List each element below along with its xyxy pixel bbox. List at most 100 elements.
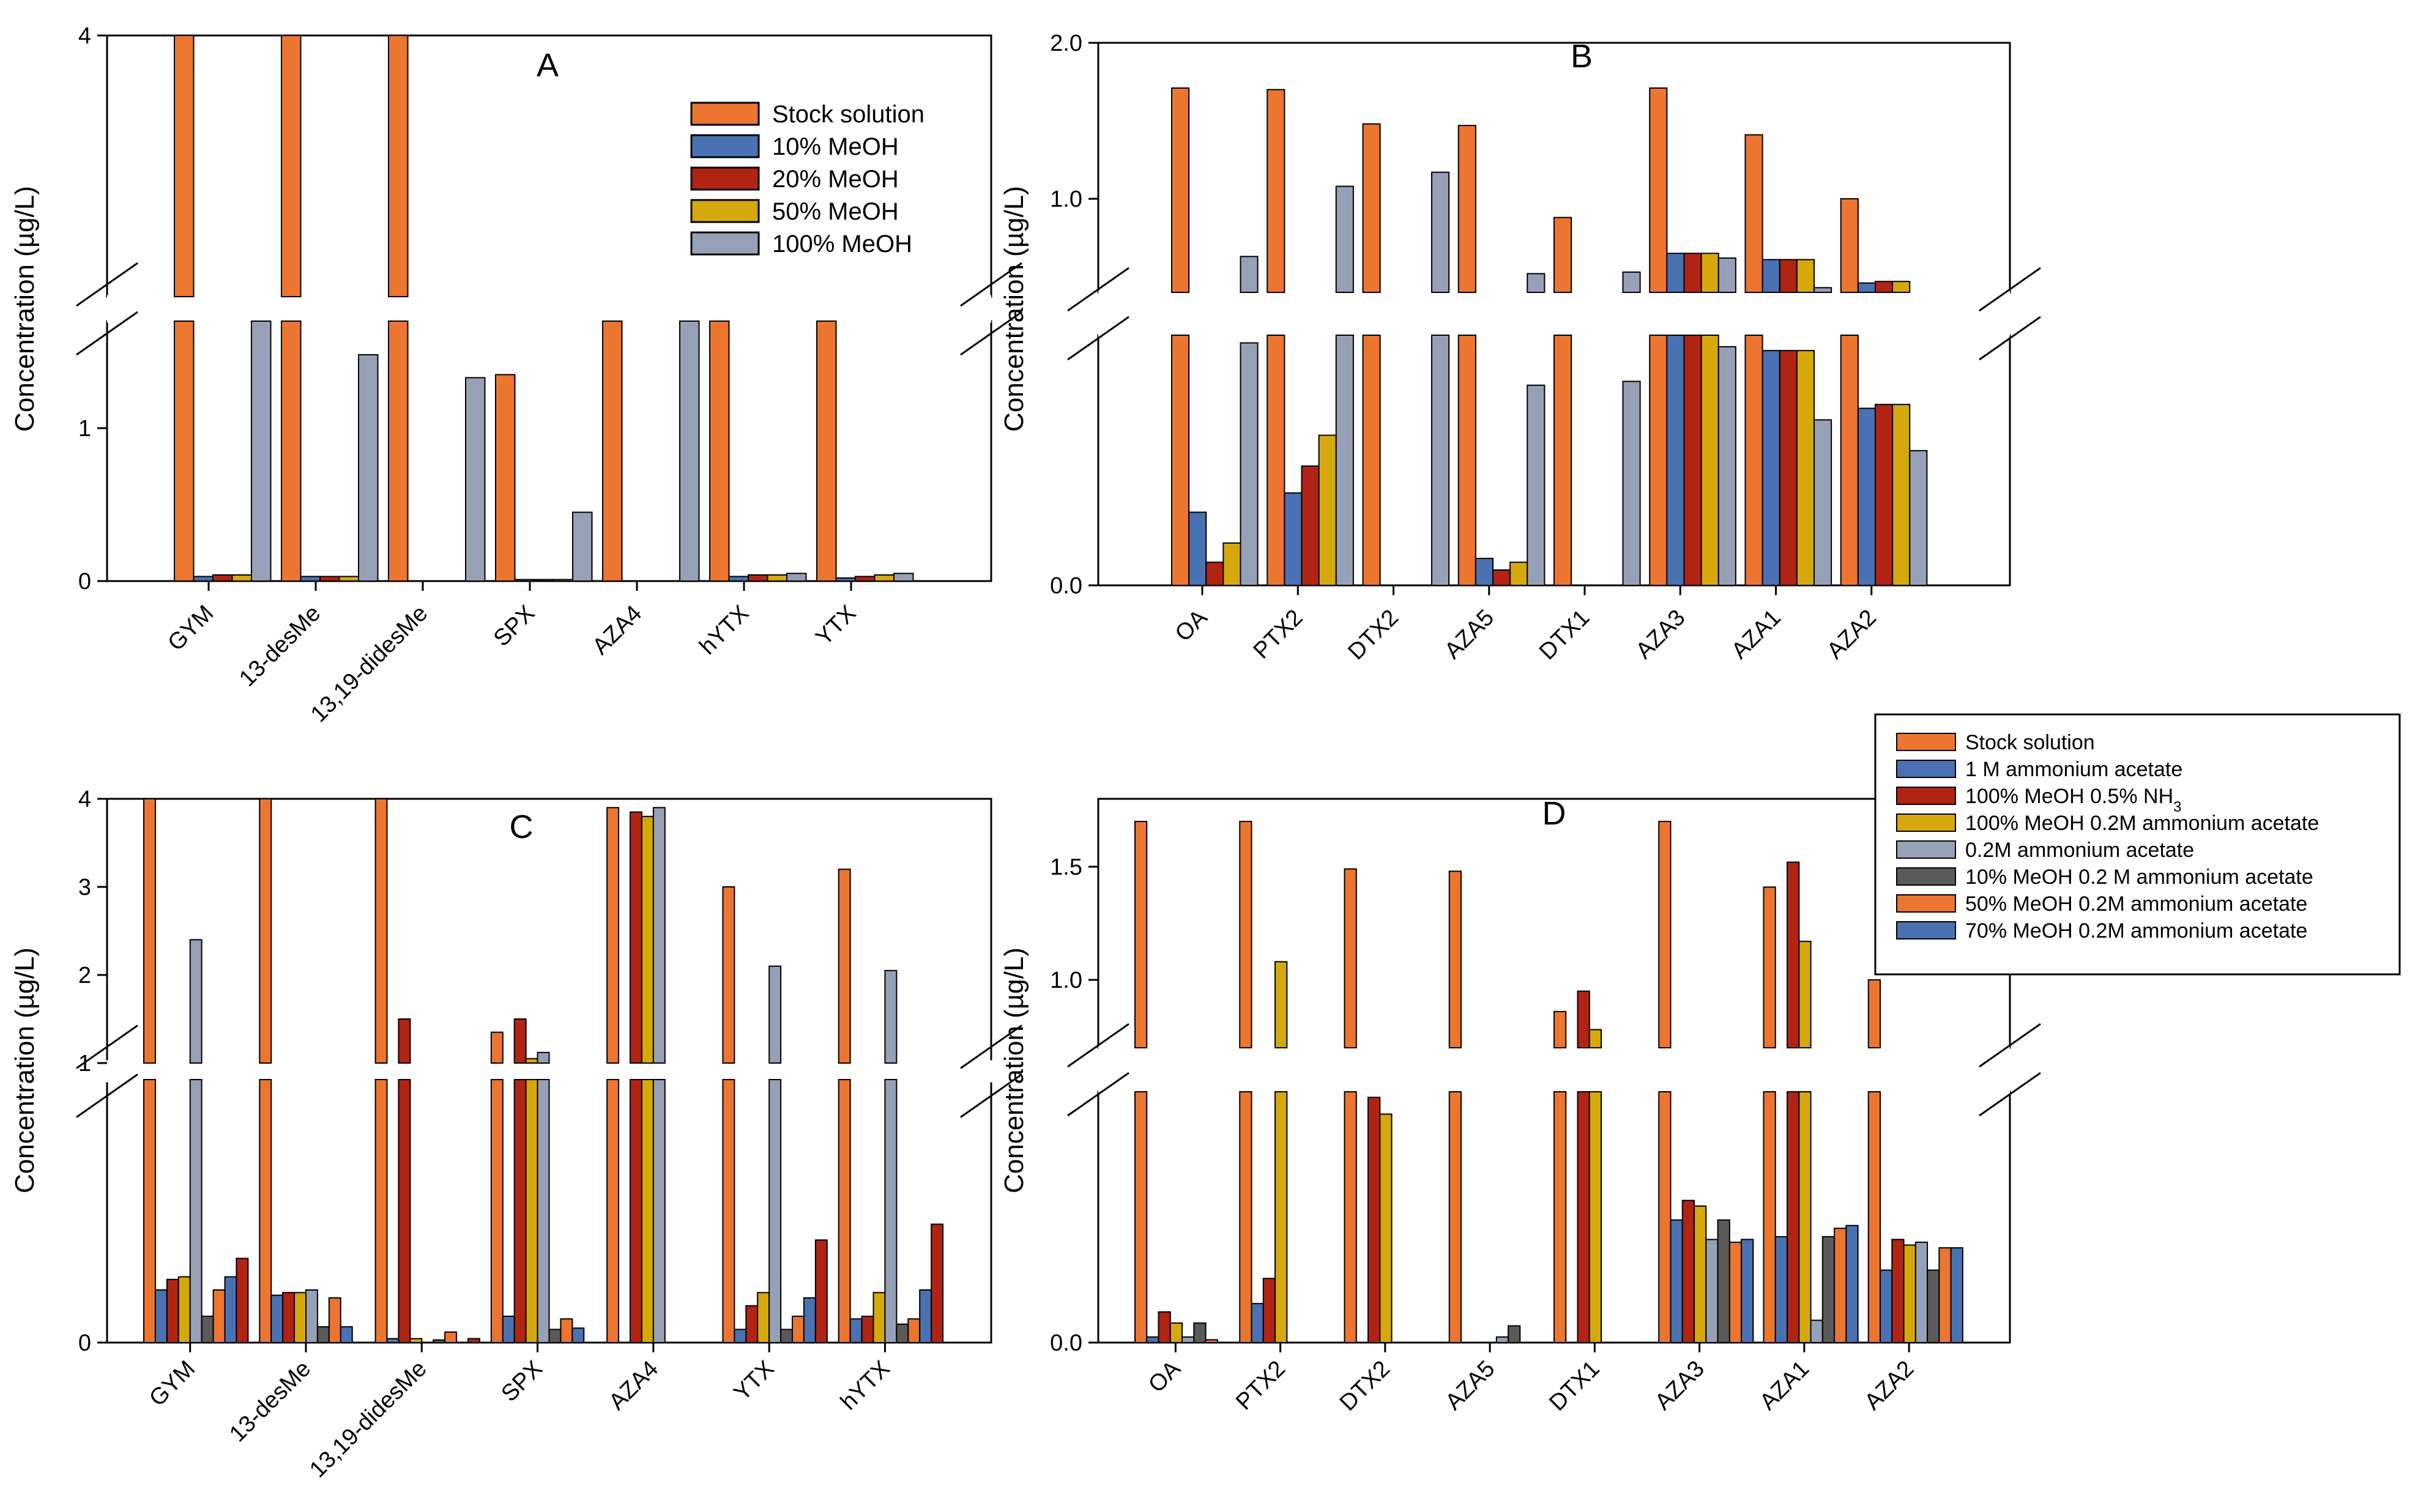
axis-break-mark (960, 1025, 1022, 1069)
panel-A (70, 34, 1028, 591)
bar-B-OA-0 (1171, 335, 1190, 586)
bar-upper-D-AZA1-3 (1798, 941, 1812, 1048)
panel-B (1062, 42, 2047, 595)
bar-upper-B-DTX2-4 (1431, 171, 1450, 293)
bar-D-AZA3-3 (1694, 1205, 1707, 1344)
legend-label: Stock solution (1965, 731, 2095, 754)
bar-D-AZA3-6 (1728, 1242, 1743, 1343)
bar-B-DTX1-4 (1622, 380, 1641, 586)
bar-upper-B-AZA3-2 (1683, 253, 1702, 293)
bar-B-DTX2-0 (1362, 335, 1381, 586)
bar-D-AZA1-2 (1787, 1091, 1800, 1343)
bar-A-YTX-3 (874, 574, 895, 582)
bar-D-AZA2-3 (1903, 1244, 1916, 1343)
x-tick-label: DTX2 (1335, 1356, 1395, 1416)
axis-break-gap (1062, 303, 1135, 325)
bar-upper-B-AZA1-2 (1779, 259, 1798, 294)
bar-D-OA-2 (1158, 1311, 1171, 1344)
axis-break-mark (960, 311, 1022, 356)
axis-break-mark (1067, 1023, 1129, 1068)
bar-C-YTX-7 (803, 1297, 816, 1343)
x-tick-label: 13,19-didesMe (306, 601, 433, 727)
bar-A-13-desMe-1 (300, 576, 321, 582)
bar-upper-B-AZA1-4 (1813, 287, 1832, 294)
panel-label: D (1542, 795, 1566, 832)
bar-upper-C-SPX-4 (537, 1051, 550, 1064)
y-tick-label: 0.0 (1050, 1330, 1082, 1356)
axis-break-mark (1979, 1072, 2041, 1117)
bar-B-AZA1-1 (1761, 350, 1780, 587)
bar-D-DTX2-0 (1344, 1091, 1357, 1343)
bar-upper-B-DTX2-0 (1362, 123, 1381, 293)
x-tick-label: DTX1 (1544, 1356, 1604, 1416)
bar-C-hYTX-0 (838, 1079, 851, 1343)
legend-swatch (1896, 840, 1956, 859)
bar-C-SPX-2 (513, 1079, 527, 1343)
bar-upper-B-AZA5-4 (1527, 273, 1546, 293)
bar-D-OA-5 (1193, 1322, 1207, 1343)
bar-B-AZA2-0 (1840, 335, 1859, 586)
bar-D-AZA3-2 (1681, 1199, 1695, 1343)
legend-swatch (690, 166, 760, 191)
bar-upper-B-AZA3-1 (1666, 253, 1685, 293)
bar-B-AZA3-3 (1700, 335, 1719, 586)
bar-D-AZA3-0 (1658, 1091, 1672, 1343)
bar-C-AZA4-0 (606, 1079, 620, 1343)
axis-break-mark (76, 1073, 138, 1118)
bar-upper-C-SPX-0 (490, 1031, 504, 1064)
legend-a (690, 102, 760, 256)
x-tick-label: PTX2 (1231, 1356, 1290, 1415)
bar-B-AZA3-1 (1666, 335, 1685, 586)
bar-upper-C-AZA4-3 (641, 815, 654, 1064)
bar-upper-B-AZA1-0 (1744, 134, 1763, 293)
bar-upper-C-hYTX-0 (838, 869, 851, 1064)
axis-break-mark (1067, 316, 1129, 361)
axis-break-gap (1062, 1059, 1135, 1081)
bar-D-PTX2-3 (1274, 1091, 1288, 1343)
bar-upper-C-AZA4-0 (606, 807, 620, 1064)
bar-D-PTX2-1 (1251, 1303, 1264, 1343)
bar-C-hYTX-8 (931, 1223, 944, 1343)
bar-upper-D-DTX2-0 (1344, 868, 1357, 1048)
y-tick-label: 4 (78, 23, 91, 49)
axis-break-mark (1067, 1072, 1129, 1117)
bar-C-YTX-0 (722, 1079, 735, 1343)
bar-C-YTX-3 (757, 1292, 770, 1344)
bar-C-13-desMe-7 (340, 1326, 353, 1343)
bar-upper-D-AZA2-0 (1867, 979, 1881, 1048)
y-tick-label: 1.5 (1050, 854, 1082, 880)
bar-D-AZA1-5 (1821, 1236, 1836, 1344)
bar-C-SPX-1 (502, 1316, 515, 1343)
bar-upper-D-AZA1-0 (1763, 886, 1776, 1049)
bar-D-DTX1-0 (1553, 1091, 1567, 1343)
axis-break-mark (1979, 267, 2041, 312)
bar-upper-D-AZA5-0 (1448, 870, 1462, 1049)
x-tick-label: AZA3 (1650, 1356, 1709, 1415)
legend-box (1874, 713, 2401, 976)
bar-C-YTX-4 (768, 1079, 782, 1343)
x-tick-label: AZA2 (1860, 1356, 1919, 1415)
bar-B-AZA1-0 (1744, 335, 1763, 586)
bar-C-AZA4-3 (641, 1079, 654, 1343)
bar-C-13-desMe-3 (294, 1292, 307, 1344)
x-tick-label: GYM (144, 1356, 200, 1412)
bar-A-13-desMe-3 (338, 576, 359, 582)
bar-B-AZA3-4 (1717, 346, 1736, 587)
axis-break-gap (1973, 1059, 2047, 1081)
bar-D-PTX2-0 (1239, 1091, 1252, 1343)
bar-C-GYM-4 (189, 1079, 203, 1343)
bar-B-AZA1-2 (1779, 350, 1798, 587)
bar-upper-C-SPX-3 (525, 1058, 538, 1064)
bar-upper-B-AZA2-2 (1875, 281, 1894, 293)
bar-B-AZA5-0 (1457, 335, 1476, 586)
bar-D-AZA1-6 (1834, 1228, 1847, 1343)
bar-C-SPX-6 (560, 1318, 573, 1344)
bar-C-YTX-2 (745, 1305, 759, 1344)
bar-D-PTX2-2 (1262, 1278, 1276, 1343)
bar-D-OA-1 (1146, 1336, 1159, 1344)
bar-B-OA-3 (1222, 542, 1241, 586)
bar-C-GYM-3 (177, 1276, 191, 1343)
axis-break-gap (70, 298, 144, 320)
y-tick-label: 1 (78, 416, 91, 442)
